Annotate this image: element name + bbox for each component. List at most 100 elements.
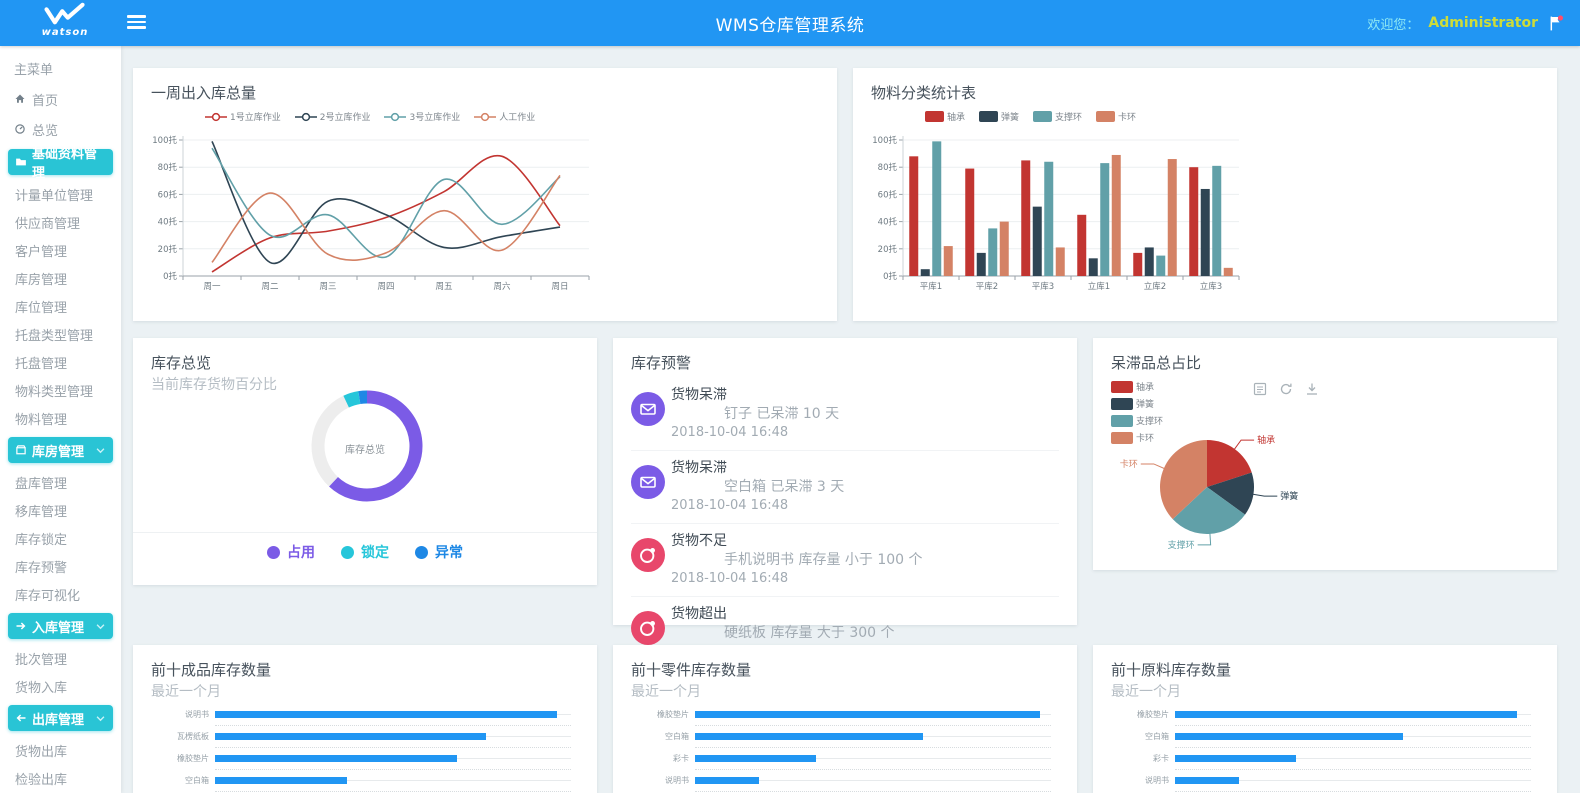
sidebar-item-label: 入库管理 xyxy=(32,620,85,636)
sidebar-item-入库管理[interactable]: 入库管理 xyxy=(8,613,113,639)
legend-item-2号立库作业[interactable]: 2号立库作业 xyxy=(294,110,371,123)
hbar-bar xyxy=(1175,776,1240,784)
legend-item-弹簧[interactable]: 弹簧 xyxy=(979,110,1019,123)
svg-text:立库3: 立库3 xyxy=(1200,281,1222,292)
hbar-label: 空白箱 xyxy=(665,731,689,741)
download-icon[interactable] xyxy=(1305,382,1319,396)
sidebar-item-库存锁定[interactable]: 库存锁定 xyxy=(0,524,121,552)
sidebar-item-货物入库[interactable]: 货物入库 xyxy=(0,672,121,700)
sidebar-item-计量单位管理[interactable]: 计量单位管理 xyxy=(0,180,121,208)
svg-text:周日: 周日 xyxy=(551,282,568,292)
legend-label: 弹簧 xyxy=(1136,400,1155,410)
hbar-label: 空白箱 xyxy=(185,775,209,785)
card-title: 前十原料库存数量 xyxy=(1111,661,1232,679)
hbar-row: 说明书 xyxy=(151,703,571,726)
legend-item-弹簧[interactable]: 弹簧 xyxy=(1111,397,1154,410)
menu-toggle-icon[interactable] xyxy=(127,15,146,32)
alert-title: 货物呆滞 xyxy=(671,387,727,403)
legend-item-卡环[interactable]: 卡环 xyxy=(1096,110,1136,123)
svg-text:周三: 周三 xyxy=(319,282,336,292)
svg-text:周二: 周二 xyxy=(261,282,279,292)
hbar-label: 彩卡 xyxy=(673,753,689,763)
notification-flag-icon[interactable] xyxy=(1547,14,1566,33)
legend-label: 卡环 xyxy=(1136,434,1155,444)
sidebar-item-库房管理[interactable]: 库房管理 xyxy=(8,437,113,463)
legend-label: 占用 xyxy=(287,545,315,561)
sidebar-item-移库管理[interactable]: 移库管理 xyxy=(0,496,121,524)
legend-item-1号立库作业[interactable]: 1号立库作业 xyxy=(205,110,281,123)
sidebar-item-首页[interactable]: 首页 xyxy=(0,84,121,114)
svg-text:60托: 60托 xyxy=(158,189,178,200)
refresh-icon[interactable] xyxy=(1279,382,1293,396)
alert-message: 空白箱 已呆滞 3 天 xyxy=(724,479,845,495)
sidebar-item-总览[interactable]: 总览 xyxy=(0,114,121,144)
legend-item-3号立库作业[interactable]: 3号立库作业 xyxy=(384,110,460,123)
sidebar-item-label: 托盘管理 xyxy=(15,356,68,372)
hbar-row: 橡胶垫片 xyxy=(631,703,1051,726)
alert-message: 手机说明书 库存量 小于 100 个 xyxy=(724,552,923,568)
legend-item-支撑环[interactable]: 支撑环 xyxy=(1111,414,1163,427)
legend-item-异常[interactable]: 异常 xyxy=(415,542,463,562)
sidebar-item-label: 检验出库 xyxy=(15,772,68,788)
svg-text:平库2: 平库2 xyxy=(976,281,998,292)
legend-item-锁定[interactable]: 锁定 xyxy=(341,542,389,562)
hbar-bar xyxy=(215,710,557,718)
sidebar-item-库存可视化[interactable]: 库存可视化 xyxy=(0,580,121,608)
sidebar-item-label: 出库管理 xyxy=(32,712,85,728)
hbar-track xyxy=(1175,725,1531,747)
folder-icon xyxy=(15,156,27,168)
svg-text:周四: 周四 xyxy=(377,282,394,292)
hbar-track xyxy=(695,747,1051,769)
sidebar-item-托盘类型管理[interactable]: 托盘类型管理 xyxy=(0,320,121,348)
hbar-label: 说明书 xyxy=(665,775,689,785)
sidebar-item-库存预警[interactable]: 库存预警 xyxy=(0,552,121,580)
mail-icon xyxy=(631,465,665,503)
sidebar-item-供应商管理[interactable]: 供应商管理 xyxy=(0,208,121,236)
hbar-bar xyxy=(695,710,1041,718)
legend-item-轴承[interactable]: 轴承 xyxy=(1111,380,1154,393)
card-subtitle: 当前库存货物百分比 xyxy=(151,377,277,393)
legend-item-占用[interactable]: 占用 xyxy=(267,542,315,562)
finished-hbar-chart: 说明书 瓦楞纸板 橡胶垫片 空白箱 xyxy=(151,703,571,792)
svg-text:100托: 100托 xyxy=(152,135,177,146)
legend-item-人工作业[interactable]: 人工作业 xyxy=(474,110,535,123)
sidebar-item-货物出库[interactable]: 货物出库 xyxy=(0,736,121,764)
legend-label: 2号立库作业 xyxy=(319,113,371,123)
legend-item-卡环[interactable]: 卡环 xyxy=(1111,431,1154,444)
card-subtitle: 最近一个月 xyxy=(151,684,221,700)
card-material-stats: 物料分类统计表 轴承 弹簧 支撑环 卡环 0托 20托 40托 60托 80托 100托 平库1 平… xyxy=(853,68,1557,321)
hbar-track xyxy=(1175,703,1531,725)
data-view-icon[interactable] xyxy=(1253,382,1267,396)
sidebar-item-基础资料管理[interactable]: 基础资料管理 xyxy=(8,147,113,181)
card-title: 物料分类统计表 xyxy=(871,84,977,102)
legend-item-支撑环[interactable]: 支撑环 xyxy=(1033,110,1082,123)
sidebar-item-库位管理[interactable]: 库位管理 xyxy=(0,292,121,320)
svg-text:40托: 40托 xyxy=(878,217,898,228)
sidebar-item-label: 货物出库 xyxy=(15,744,68,760)
hbar-bar xyxy=(215,732,486,740)
sidebar-item-物料类型管理[interactable]: 物料类型管理 xyxy=(0,376,121,404)
alert-item: 货物呆滞 钉子 已呆滞 10 天 2018-10-04 16:48 xyxy=(631,378,1059,451)
card-top-parts: 前十零件库存数量 最近一个月 橡胶垫片 空白箱 彩卡 说明书 xyxy=(613,645,1077,793)
alert-title: 货物超出 xyxy=(671,606,727,622)
sidebar-item-库房管理[interactable]: 库房管理 xyxy=(0,264,121,292)
sidebar-item-批次管理[interactable]: 批次管理 xyxy=(0,644,121,672)
svg-text:立库1: 立库1 xyxy=(1088,281,1110,292)
sidebar: 主菜单 首页 总览 基础资料管理 计量单位管理 供应商管理 客户管理 库房管理 库位管理 托盘类型… xyxy=(0,46,121,793)
home-icon xyxy=(14,93,26,105)
legend-item-轴承[interactable]: 轴承 xyxy=(925,110,965,123)
sidebar-item-盘库管理[interactable]: 盘库管理 xyxy=(0,468,121,496)
username[interactable]: Administrator xyxy=(1428,15,1538,31)
sidebar-item-物料管理[interactable]: 物料管理 xyxy=(0,404,121,432)
hbar-row: 空白箱 xyxy=(631,725,1051,748)
sidebar-item-检验出库[interactable]: 检验出库 xyxy=(0,764,121,792)
app-logo[interactable]: watson xyxy=(22,2,108,38)
sidebar-item-托盘管理[interactable]: 托盘管理 xyxy=(0,348,121,376)
hbar-row: 橡胶垫片 xyxy=(151,747,571,770)
sidebar-item-出库管理[interactable]: 出库管理 xyxy=(8,705,113,731)
sidebar-item-label: 货物入库 xyxy=(15,680,68,696)
sidebar-item-客户管理[interactable]: 客户管理 xyxy=(0,236,121,264)
weekly-chart-legend: 1号立库作业 2号立库作业 3号立库作业 人工作业 xyxy=(205,110,535,123)
svg-text:40托: 40托 xyxy=(158,217,178,228)
